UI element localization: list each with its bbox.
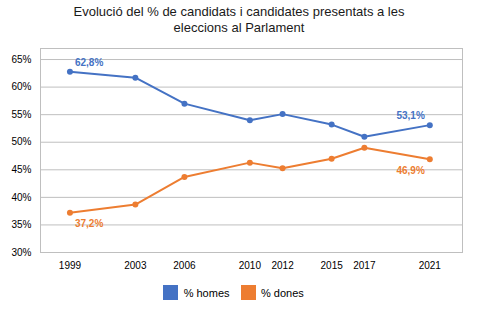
svg-text:37,2%: 37,2% (75, 218, 103, 229)
svg-text:45%: 45% (11, 164, 31, 175)
svg-text:40%: 40% (11, 192, 31, 203)
svg-text:53,1%: 53,1% (396, 110, 424, 121)
svg-text:2021: 2021 (419, 260, 442, 271)
html-text:% dones: % dones (261, 286, 304, 299)
svg-text:65%: 65% (11, 54, 31, 65)
svg-text:55%: 55% (11, 109, 31, 120)
svg-text:35%: 35% (11, 219, 31, 230)
svg-text:50%: 50% (11, 136, 31, 147)
html-text:Evolució del % de candidats i: Evolució del % de candidats i candidates… (73, 4, 405, 35)
svg-text:2006: 2006 (173, 260, 196, 271)
svg-text:2015: 2015 (321, 260, 344, 271)
svg-text:2012: 2012 (271, 260, 294, 271)
svg-text:62,8%: 62,8% (75, 57, 103, 68)
svg-text:46,9%: 46,9% (396, 165, 424, 176)
svg-text:2017: 2017 (353, 260, 376, 271)
svg-text:2003: 2003 (124, 260, 147, 271)
html-text:% homes: % homes (183, 286, 230, 299)
svg-text:30%: 30% (11, 247, 31, 258)
svg-text:2010: 2010 (239, 260, 262, 271)
svg-text:1999: 1999 (59, 260, 82, 271)
svg-text:60%: 60% (11, 81, 31, 92)
